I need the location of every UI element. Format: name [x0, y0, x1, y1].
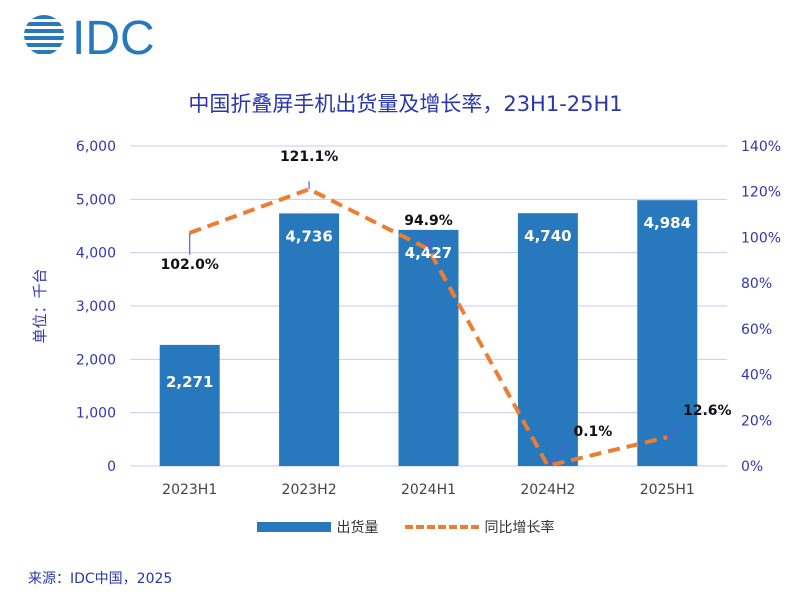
- line-data-label: 121.1%: [280, 149, 338, 165]
- leader-line: [666, 422, 686, 438]
- x-tick-label: 2024H2: [520, 482, 575, 498]
- y-tick-label: 0: [107, 459, 116, 475]
- bar: [637, 200, 698, 467]
- line-data-label: 102.0%: [161, 257, 219, 273]
- y-axis-label: 单位：千台: [31, 268, 49, 343]
- legend-item-shipments: 出货量: [256, 517, 379, 537]
- line-data-label: 94.9%: [404, 213, 453, 229]
- bar: [279, 213, 340, 466]
- x-tick-label: 2025H1: [640, 482, 695, 498]
- y2-tick-label: 120%: [741, 185, 781, 201]
- legend-swatch-line: [404, 525, 479, 529]
- x-tick-label: 2023H2: [282, 482, 337, 498]
- idc-logo: IDC: [24, 12, 155, 58]
- legend-swatch-bar: [256, 522, 331, 532]
- y2-tick-label: 0%: [741, 459, 763, 475]
- y-tick-label: 2,000: [76, 352, 116, 368]
- bar: [159, 344, 220, 466]
- y2-tick-label: 20%: [741, 413, 772, 429]
- y2-tick-label: 60%: [741, 322, 772, 338]
- y-tick-label: 6,000: [76, 139, 116, 155]
- chart: 0 1,000 2,000 3,000 4,000 5,000 6,000 0% 20% 40% 6…: [31, 139, 781, 498]
- y2-tick-label: 140%: [741, 139, 781, 155]
- svg-text:IDC: IDC: [72, 12, 155, 58]
- leader-line: [547, 441, 569, 467]
- bar-data-label: 2,271: [166, 373, 213, 391]
- y-tick-label: 5,000: [76, 192, 116, 208]
- legend-label: 出货量: [336, 520, 379, 536]
- y-tick-label: 4,000: [76, 246, 116, 262]
- x-tick-label: 2024H1: [401, 482, 456, 498]
- legend-item-growth: 同比增长率: [404, 517, 555, 537]
- y2-tick-label: 100%: [741, 230, 781, 246]
- y-tick-label: 3,000: [76, 299, 116, 315]
- bar-data-label: 4,740: [524, 227, 571, 245]
- x-tick-label: 2023H1: [162, 482, 217, 498]
- y-tick-label: 1,000: [76, 406, 116, 422]
- legend: 出货量 同比增长率: [0, 517, 811, 537]
- bar-data-label: 4,427: [405, 244, 452, 262]
- legend-label: 同比增长率: [484, 520, 555, 536]
- line-data-label: 0.1%: [573, 424, 612, 440]
- bar: [398, 229, 459, 466]
- chart-title: 中国折叠屏手机出货量及增长率，23H1-25H1: [188, 92, 623, 116]
- bar-data-label: 4,736: [285, 227, 332, 245]
- bar-data-label: 4,984: [644, 214, 691, 232]
- source-note: 来源：IDC中国，2025: [28, 571, 173, 587]
- y2-tick-label: 80%: [741, 276, 772, 292]
- line-data-label: 12.6%: [683, 403, 732, 419]
- y2-tick-label: 40%: [741, 368, 772, 384]
- growth-line: [189, 187, 668, 469]
- bar: [517, 213, 578, 466]
